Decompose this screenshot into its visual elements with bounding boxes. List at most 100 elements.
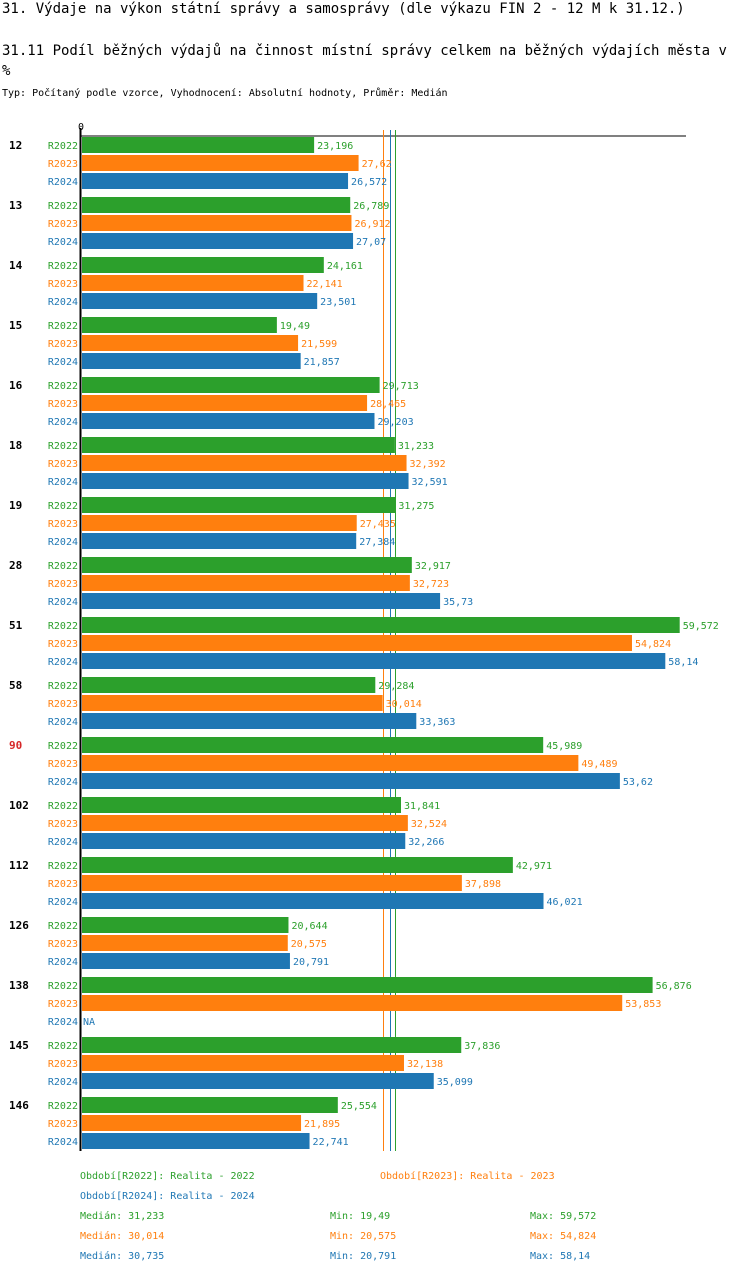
series-label: R2022 bbox=[48, 441, 78, 452]
data-label: 25,554 bbox=[341, 1101, 377, 1112]
legend-max-r2023: Max: 54,824 bbox=[530, 1231, 597, 1242]
data-label: 53,853 bbox=[625, 999, 661, 1010]
category-label: 14 bbox=[9, 259, 23, 272]
series-label: R2022 bbox=[48, 741, 78, 752]
series-label: R2024 bbox=[48, 957, 78, 968]
data-label: 56,876 bbox=[656, 981, 692, 992]
series-label: R2022 bbox=[48, 141, 78, 152]
bar bbox=[82, 437, 395, 453]
legend-median-r2022: Medián: 31,233 bbox=[80, 1211, 165, 1222]
data-label: 26,912 bbox=[354, 219, 390, 230]
bar bbox=[82, 755, 579, 771]
series-label: R2024 bbox=[48, 657, 78, 668]
data-label: 49,489 bbox=[581, 759, 617, 770]
bar bbox=[82, 395, 368, 411]
chart-meta: Typ: Počítaný podle vzorce, Vyhodnocení:… bbox=[2, 88, 448, 99]
bar bbox=[82, 815, 408, 831]
legend-median-r2023: Medián: 30,014 bbox=[80, 1231, 165, 1242]
series-label: R2022 bbox=[48, 981, 78, 992]
series-label: R2022 bbox=[48, 561, 78, 572]
data-label: 26,789 bbox=[353, 201, 389, 212]
bar bbox=[82, 497, 396, 513]
legend-min-r2022: Min: 19,49 bbox=[330, 1211, 391, 1222]
series-label: R2023 bbox=[48, 399, 78, 410]
bar bbox=[82, 695, 383, 711]
series-label: R2022 bbox=[48, 381, 78, 392]
bar bbox=[82, 317, 277, 333]
data-label: 32,266 bbox=[408, 837, 444, 848]
data-label: 31,275 bbox=[398, 501, 434, 512]
bar bbox=[82, 335, 299, 351]
data-label: 22,741 bbox=[313, 1137, 349, 1148]
bar bbox=[82, 1073, 434, 1089]
series-label: R2022 bbox=[48, 801, 78, 812]
bar bbox=[82, 737, 544, 753]
bar bbox=[82, 1097, 338, 1113]
series-label: R2024 bbox=[48, 357, 78, 368]
bar bbox=[82, 833, 406, 849]
data-label: 31,841 bbox=[404, 801, 440, 812]
data-label: 32,723 bbox=[413, 579, 449, 590]
bar bbox=[82, 353, 301, 369]
bar bbox=[82, 917, 289, 933]
bar bbox=[82, 1115, 302, 1131]
series-label: R2024 bbox=[48, 837, 78, 848]
series-label: R2022 bbox=[48, 921, 78, 932]
page-title: 31. Výdaje na výkon státní správy a samo… bbox=[2, 1, 685, 17]
bar bbox=[82, 977, 653, 993]
series-label: R2023 bbox=[48, 339, 78, 350]
bar bbox=[82, 557, 412, 573]
series-label: R2023 bbox=[48, 879, 78, 890]
data-label: 20,575 bbox=[291, 939, 327, 950]
data-label: 35,73 bbox=[443, 597, 473, 608]
bar bbox=[82, 797, 402, 813]
series-label: R2022 bbox=[48, 681, 78, 692]
bar bbox=[82, 377, 380, 393]
data-label: 20,791 bbox=[293, 957, 329, 968]
series-label: R2023 bbox=[48, 519, 78, 530]
category-label: 28 bbox=[9, 559, 22, 572]
series-label: R2023 bbox=[48, 159, 78, 170]
data-label: 45,989 bbox=[546, 741, 582, 752]
bar bbox=[82, 515, 357, 531]
bar bbox=[82, 995, 623, 1011]
bar bbox=[82, 197, 351, 213]
bar bbox=[82, 677, 376, 693]
data-label: 32,524 bbox=[411, 819, 447, 830]
bar bbox=[82, 137, 315, 153]
series-label: R2023 bbox=[48, 819, 78, 830]
data-label: 30,014 bbox=[386, 699, 422, 710]
category-label: 19 bbox=[9, 499, 22, 512]
bar bbox=[82, 575, 410, 591]
series-label: R2023 bbox=[48, 939, 78, 950]
category-label: 102 bbox=[9, 799, 29, 812]
data-label: 33,363 bbox=[419, 717, 455, 728]
bar bbox=[82, 773, 620, 789]
data-label: 21,895 bbox=[304, 1119, 340, 1130]
data-label: 32,138 bbox=[407, 1059, 443, 1070]
series-label: R2022 bbox=[48, 501, 78, 512]
series-label: R2024 bbox=[48, 717, 78, 728]
bar bbox=[82, 413, 375, 429]
data-label: 21,857 bbox=[304, 357, 340, 368]
data-label: 27,62 bbox=[362, 159, 392, 170]
data-label: NA bbox=[83, 1017, 95, 1028]
bar bbox=[82, 653, 666, 669]
series-label: R2023 bbox=[48, 639, 78, 650]
data-label: 26,572 bbox=[351, 177, 387, 188]
data-label: 20,644 bbox=[291, 921, 327, 932]
data-label: 31,233 bbox=[398, 441, 434, 452]
data-label: 29,284 bbox=[378, 681, 414, 692]
category-label: 13 bbox=[9, 199, 22, 212]
data-label: 27,435 bbox=[360, 519, 396, 530]
data-label: 42,971 bbox=[516, 861, 552, 872]
data-label: 27,07 bbox=[356, 237, 386, 248]
data-label: 59,572 bbox=[683, 621, 719, 632]
series-label: R2022 bbox=[48, 861, 78, 872]
data-label: 32,591 bbox=[412, 477, 448, 488]
bar bbox=[82, 935, 288, 951]
category-label: 16 bbox=[9, 379, 23, 392]
series-label: R2024 bbox=[48, 417, 78, 428]
data-label: 58,14 bbox=[668, 657, 698, 668]
series-label: R2022 bbox=[48, 321, 78, 332]
